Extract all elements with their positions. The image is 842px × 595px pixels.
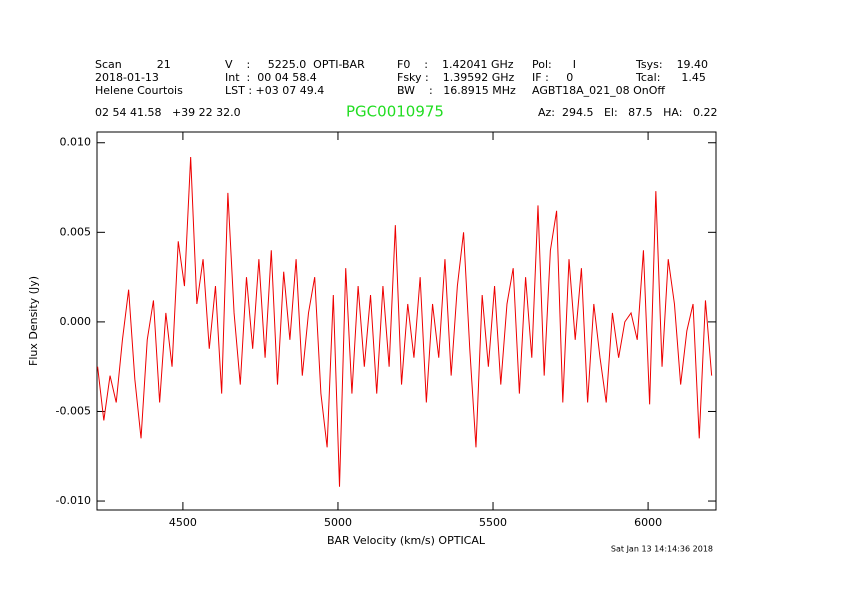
y-tick-label: -0.010	[56, 494, 91, 507]
header-text: Fsky : 1.39592 GHz	[397, 71, 515, 84]
header-text: V : 5225.0 OPTI-BAR	[225, 58, 365, 71]
footer: Sat Jan 13 14:14:36 2018	[611, 545, 713, 554]
header-text: LST : +03 07 49.4	[225, 84, 324, 97]
spectrum-line	[97, 157, 713, 487]
header-text: Tsys: 19.40	[635, 58, 708, 71]
y-tick-label: 0.000	[60, 315, 92, 328]
header-text: Int : 00 04 58.4	[225, 71, 317, 84]
header-text: Helene Courtois	[95, 84, 183, 97]
header-text: Scan 21	[95, 58, 171, 71]
chart-title: PGC0010975	[346, 103, 444, 121]
header-text: BW : 16.8915 MHz	[397, 84, 516, 97]
x-tick-label: 5000	[324, 516, 352, 529]
coords: 02 54 41.58 +39 22 32.0	[95, 106, 241, 119]
header-text: F0 : 1.42041 GHz	[397, 58, 514, 71]
header-text: Tcal: 1.45	[635, 71, 706, 84]
x-tick-label: 5500	[479, 516, 507, 529]
header-text: 2018-01-13	[95, 71, 159, 84]
y-tick-label: 0.005	[60, 225, 92, 238]
y-tick-label: -0.005	[56, 404, 91, 417]
header-text: IF : 0	[532, 71, 573, 84]
header-text: AGBT18A_021_08 OnOff	[532, 84, 665, 97]
x-tick-label: 4500	[169, 516, 197, 529]
pointing: Az: 294.5 El: 87.5 HA: 0.22	[538, 106, 717, 119]
plot-frame	[96, 131, 717, 511]
y-axis-label: Flux Density (Jy)	[27, 276, 40, 366]
x-tick-label: 6000	[634, 516, 662, 529]
y-tick-label: 0.010	[60, 136, 92, 149]
x-axis-label: BAR Velocity (km/s) OPTICAL	[327, 534, 486, 547]
header-text: Pol: I	[532, 58, 576, 71]
